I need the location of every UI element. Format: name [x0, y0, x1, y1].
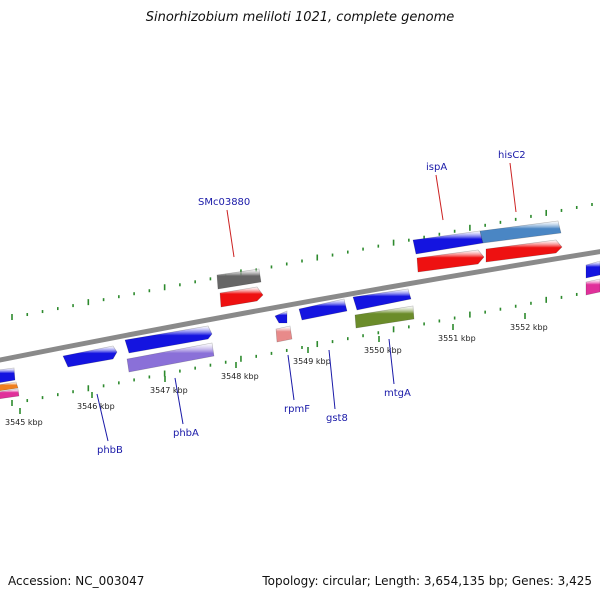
gene-partial-blue — [0, 367, 16, 383]
gene-label-phbA: phbA — [173, 428, 199, 439]
gene-label-hisC2: hisC2 — [498, 150, 526, 161]
gene-feature-purple — [126, 342, 215, 373]
tick-label: 3551 kbp — [438, 334, 476, 343]
gene-hisC2 — [485, 239, 563, 263]
gene-SMc03880 — [216, 268, 262, 290]
gene-label-rpmF: rpmF — [284, 404, 310, 415]
gene-partial-magenta — [0, 388, 20, 400]
tick-label: 3547 kbp — [150, 386, 188, 395]
gene-leader-line — [509, 162, 517, 213]
gene-label-ispA: ispA — [426, 162, 447, 173]
gene-leader-line — [96, 393, 109, 442]
tick-label: 3545 kbp — [5, 418, 43, 427]
gene-feature-red — [416, 249, 485, 273]
gene-phbB — [62, 345, 118, 368]
gene-feature-red — [219, 286, 264, 308]
gene-leader-line — [226, 209, 235, 258]
map-title: Sinorhizobium meliloti 1021, complete ge… — [145, 10, 455, 25]
gene-label-mtgA: mtgA — [384, 388, 411, 399]
gene-label-phbB: phbB — [97, 445, 123, 456]
gene-partial-orange — [0, 381, 19, 392]
gene-phbA — [124, 325, 213, 354]
genome-backbone — [0, 249, 600, 363]
accession-label: Accession: NC_003047 — [8, 574, 145, 588]
topology-label: Topology: circular; Length: 3,654,135 bp… — [262, 574, 592, 588]
gene-leader-line — [174, 377, 184, 425]
tick-label: 3549 kbp — [293, 357, 331, 366]
gene-label-gst8: gst8 — [326, 413, 348, 424]
gene-leader-line — [388, 338, 395, 385]
tick-label: 3546 kbp — [77, 402, 115, 411]
gene-leader-line — [435, 174, 444, 221]
gene-leader-line — [287, 354, 295, 401]
tick-label: 3550 kbp — [364, 346, 402, 355]
gene-feature-pink — [275, 325, 293, 343]
gene-label-SMc03880: SMc03880 — [198, 197, 250, 208]
gene-mtgA — [352, 288, 412, 311]
gene-leader-line — [328, 349, 336, 410]
gene-feature-olive — [354, 305, 415, 329]
gene-gst8 — [298, 298, 348, 321]
tick-label: 3548 kbp — [221, 372, 259, 381]
tick-label: 3552 kbp — [510, 323, 548, 332]
gene-partial-blue — [585, 260, 600, 279]
gene-feature-steelblue — [479, 220, 562, 244]
gene-partial-magenta — [585, 278, 600, 296]
gene-rpmF — [274, 310, 288, 324]
